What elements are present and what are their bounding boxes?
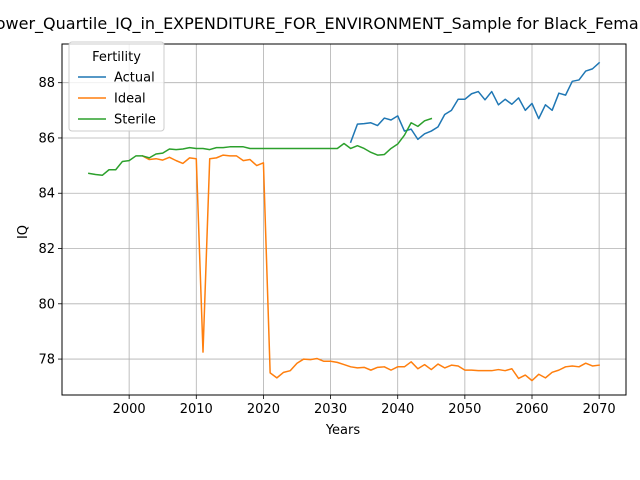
legend-label-ideal: Ideal bbox=[114, 92, 146, 107]
grid bbox=[62, 44, 626, 395]
y-tick-label: 78 bbox=[38, 353, 55, 368]
x-tick-label: 2060 bbox=[515, 402, 548, 417]
plot-frame bbox=[61, 43, 627, 396]
x-tick-label: 2000 bbox=[113, 402, 146, 417]
x-tick-label: 2070 bbox=[583, 402, 616, 417]
y-tick-label: 82 bbox=[38, 242, 55, 257]
y-tick-label: 80 bbox=[38, 297, 55, 312]
y-tick-label: 86 bbox=[38, 131, 55, 146]
y-axis-label: IQ bbox=[16, 225, 31, 239]
legend-title: Fertility bbox=[92, 50, 141, 65]
legend-label-actual: Actual bbox=[114, 71, 155, 86]
legend-label-sterile: Sterile bbox=[114, 113, 156, 128]
y-tick-label: 88 bbox=[38, 76, 55, 91]
series-line-actual bbox=[349, 61, 601, 144]
y-axis-ticks: 78 80 82 84 86 88 bbox=[38, 76, 62, 368]
x-tick-label: 2050 bbox=[448, 402, 481, 417]
series-line-ideal bbox=[141, 154, 600, 382]
x-axis-label: Years bbox=[325, 423, 361, 438]
x-tick-label: 2030 bbox=[314, 402, 347, 417]
x-tick-label: 2010 bbox=[180, 402, 213, 417]
x-axis-ticks: 2000 2010 2020 2030 2040 2050 2060 2070 bbox=[113, 395, 616, 417]
legend-entries: Actual Ideal Sterile bbox=[78, 71, 156, 128]
y-tick-label: 84 bbox=[38, 187, 55, 202]
series-line-sterile bbox=[87, 117, 433, 177]
x-tick-label: 2040 bbox=[381, 402, 414, 417]
series-lines bbox=[87, 61, 601, 382]
x-tick-label: 2020 bbox=[247, 402, 280, 417]
legend: Fertility Actual Ideal Sterile bbox=[68, 41, 165, 132]
chart-title: Lower_Quartile_IQ_in_EXPENDITURE_FOR_ENV… bbox=[0, 14, 640, 34]
legend-box bbox=[68, 41, 165, 132]
